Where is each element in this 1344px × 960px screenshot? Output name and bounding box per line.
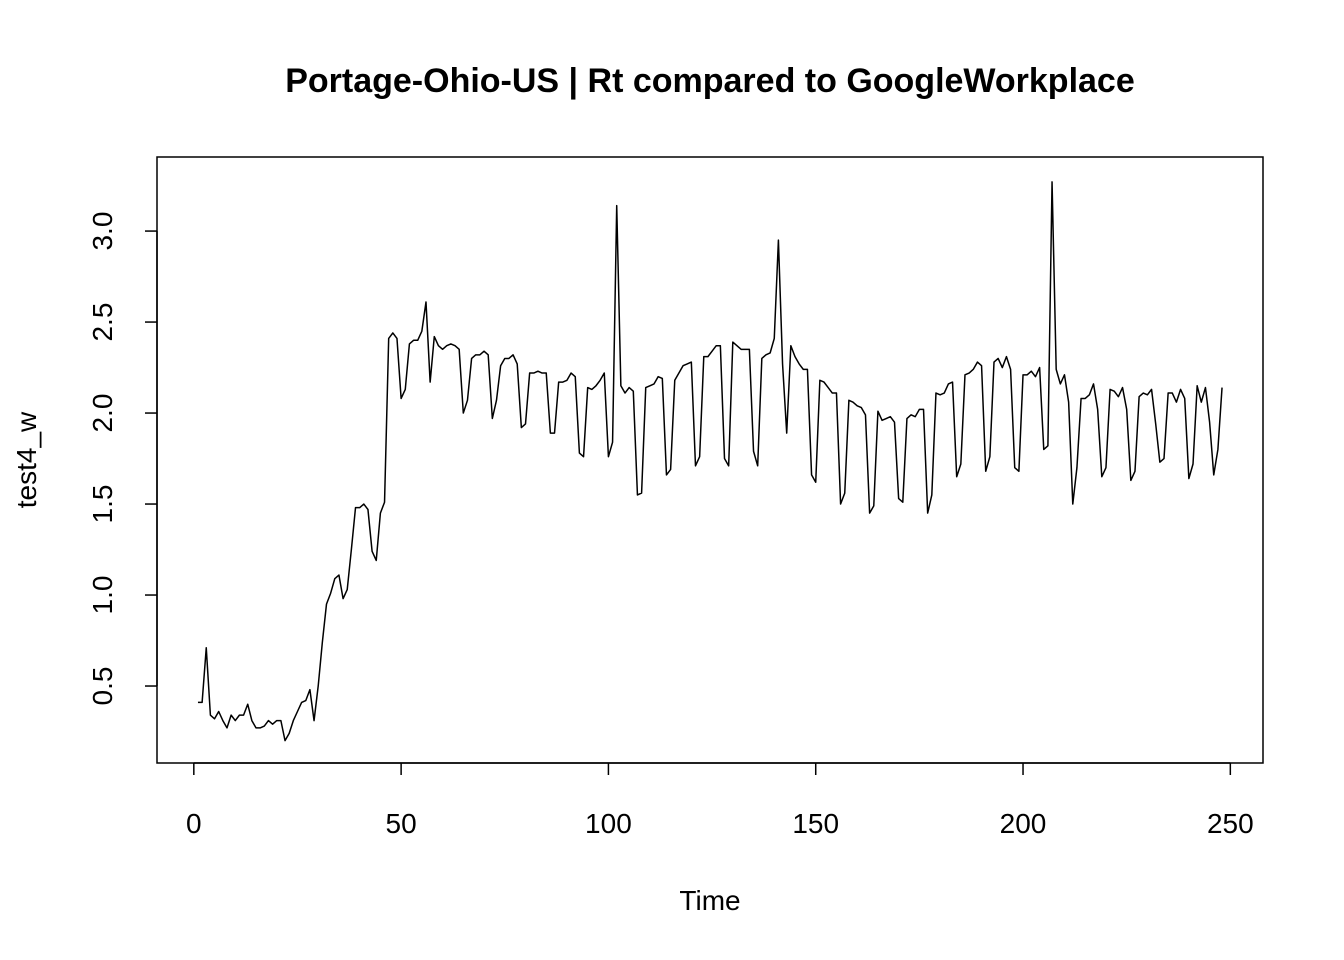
- x-axis-label: Time: [679, 885, 740, 916]
- y-tick-label: 1.0: [87, 576, 118, 615]
- x-tick-label: 50: [386, 808, 417, 839]
- y-axis-label: test4_w: [11, 411, 42, 508]
- data-line: [197, 181, 1223, 742]
- x-tick-label: 200: [1000, 808, 1047, 839]
- y-tick-label: 3.0: [87, 212, 118, 251]
- x-tick-label: 100: [585, 808, 632, 839]
- y-tick-label: 0.5: [87, 667, 118, 706]
- y-tick-label: 2.5: [87, 303, 118, 342]
- x-tick-label: 0: [186, 808, 202, 839]
- y-tick-label: 2.0: [87, 394, 118, 433]
- x-tick-label: 250: [1207, 808, 1254, 839]
- chart-title: Portage-Ohio-US | Rt compared to GoogleW…: [285, 62, 1135, 100]
- y-tick-label: 1.5: [87, 485, 118, 524]
- x-tick-label: 150: [792, 808, 839, 839]
